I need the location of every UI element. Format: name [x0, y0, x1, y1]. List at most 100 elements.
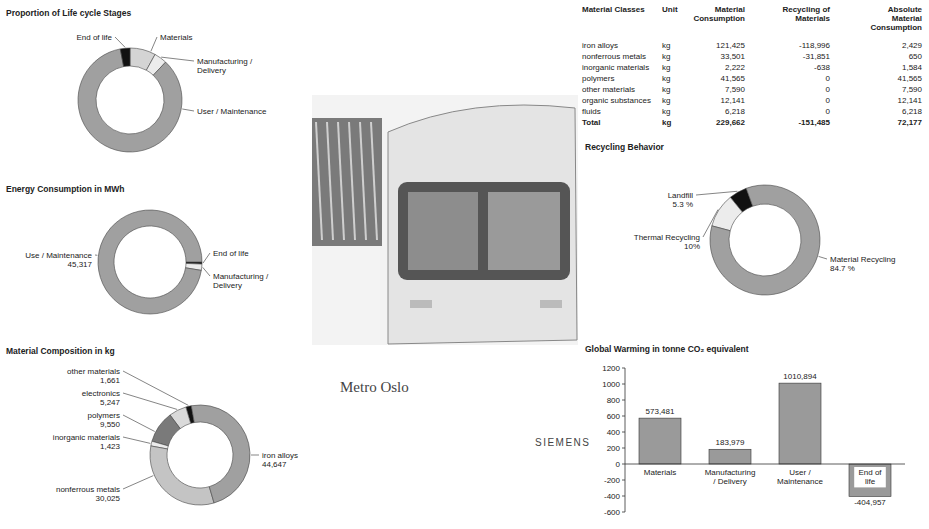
text-line: 10%: [684, 242, 700, 251]
chart-title: Global Warming in tonne CO₂ equivalent: [585, 344, 749, 354]
slice: [98, 210, 202, 314]
text-line: polymers: [88, 411, 120, 420]
slice-label: Material Recycling: [830, 255, 895, 264]
text-line: Thermal Recycling: [634, 233, 700, 242]
interior-stripe: [349, 122, 355, 240]
slice-label: electronics: [82, 389, 120, 398]
text-line: Energy Consumption in MWh: [6, 184, 125, 194]
leader-line: [203, 267, 210, 276]
material-table: Material Classes Unit MaterialConsumption R…: [582, 5, 923, 127]
text-line: 600: [607, 412, 621, 421]
leader-line: [251, 455, 259, 456]
column-head: AbsoluteMaterialConsumption: [870, 5, 922, 32]
text-line: Unit: [662, 5, 678, 14]
text-line: 573,481: [646, 407, 675, 416]
text-line: 0: [826, 85, 831, 94]
table-cell: 33,501: [721, 52, 746, 61]
data-label: 10%: [684, 242, 700, 251]
background: [0, 0, 929, 529]
text-line: 12,141: [898, 96, 923, 105]
table-cell: kg: [662, 107, 670, 116]
text-line: Recycling Behavior: [585, 142, 665, 152]
chart-title: Energy Consumption in MWh: [6, 184, 125, 194]
slice-label: Thermal Recycling: [634, 233, 700, 242]
tick-label: 600: [607, 412, 621, 421]
text-line: 200: [607, 444, 621, 453]
column-head: Material Classes: [582, 5, 645, 14]
headlight: [410, 300, 432, 308]
category-label: Manufacturing/ Delivery: [705, 468, 756, 486]
text-line: Manufacturing: [705, 468, 756, 477]
donut-chart: Energy Consumption in MWh End of life Manu…: [6, 184, 269, 314]
text-line: End of life: [213, 249, 249, 258]
text-line: End of: [858, 468, 882, 477]
text-line: 5.3 %: [673, 200, 693, 209]
leader-line: [203, 253, 210, 263]
y-tick: [622, 400, 625, 401]
page: Proportion of Life cycle StagesMaterials…: [0, 0, 929, 529]
text-line: 45,317: [68, 260, 93, 269]
text-line: nonferrous metals: [56, 485, 120, 494]
text-line: 1,423: [100, 442, 121, 451]
text-line: fluids: [582, 107, 601, 116]
text-line: kg: [662, 107, 670, 116]
table-cell: 0: [826, 96, 831, 105]
table-cell: 0: [826, 74, 831, 83]
data-label: 5,247: [100, 398, 121, 407]
text-line: SIEMENS: [535, 437, 591, 448]
y-tick: [622, 384, 625, 385]
interior-stripe: [316, 122, 322, 240]
slice-label: End of life: [76, 33, 112, 42]
text-line: 0: [616, 460, 621, 469]
text-line: End of life: [76, 33, 112, 42]
text-line: 800: [607, 396, 621, 405]
photo-ground: [312, 95, 578, 345]
slice: [191, 405, 250, 503]
leader-line: [115, 37, 125, 47]
table-cell: 6,218: [902, 107, 923, 116]
y-axis: [625, 368, 626, 512]
table-cell: polymers: [582, 74, 614, 83]
leader-line: [123, 371, 188, 405]
text-line: Materials: [795, 14, 830, 23]
tick-label: 400: [607, 428, 621, 437]
slice: [712, 197, 742, 230]
leader-line: [151, 37, 157, 51]
text-line: Maintenance: [777, 477, 823, 486]
table-cell: 41,565: [721, 74, 746, 83]
text-line: -31,851: [803, 52, 831, 61]
table-cell: kg: [662, 85, 670, 94]
data-label: 84.7 %: [830, 264, 855, 273]
text-line: 0: [826, 96, 831, 105]
text-line: kg: [662, 74, 670, 83]
text-line: 6,218: [725, 107, 746, 116]
table-cell: organic substances: [582, 96, 651, 105]
table-cell: 7,590: [725, 85, 746, 94]
text-line: Materials: [644, 468, 676, 477]
column-head: Recycling ofMaterials: [782, 5, 830, 23]
window-pane: [408, 192, 478, 270]
cover-title: Metro Oslo: [340, 379, 409, 395]
table-cell: kg: [662, 52, 670, 61]
text-line: iron alloys: [262, 451, 298, 460]
text-line: Delivery: [197, 66, 226, 75]
interior-stripe: [338, 122, 344, 240]
text-line: 12,141: [721, 96, 746, 105]
text-line: 30,025: [96, 494, 121, 503]
y-tick: [622, 496, 625, 497]
text-line: 229,662: [716, 118, 745, 127]
column-head: MaterialConsumption: [693, 5, 745, 23]
text-line: Global Warming in tonne CO₂ equivalent: [585, 344, 749, 354]
tick-label: -600: [604, 508, 621, 517]
slice: [150, 446, 214, 505]
text-line: Absolute: [888, 5, 923, 14]
text-line: Material Recycling: [830, 255, 895, 264]
category-label: Materials: [644, 468, 676, 477]
leader-line: [161, 57, 194, 61]
table-cell: -31,851: [803, 52, 831, 61]
data-label: 5.3 %: [673, 200, 693, 209]
text-line: nonferrous metals: [582, 52, 646, 61]
text-line: kg: [662, 85, 670, 94]
table-cell: inorganic materials: [582, 63, 649, 72]
slice-label: Manufacturing /Delivery: [213, 272, 269, 290]
